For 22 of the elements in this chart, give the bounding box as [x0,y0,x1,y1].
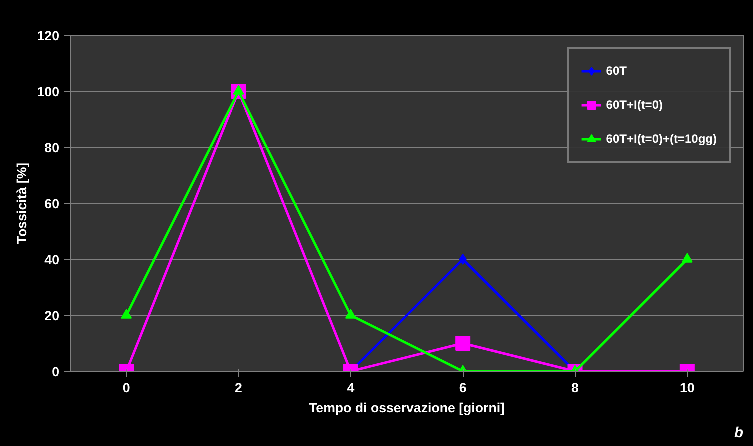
y-tick-label: 100 [37,84,60,100]
y-axis-title: Tossicità [%] [14,162,30,244]
y-tick-label: 40 [44,252,60,268]
x-tick-label: 2 [235,380,242,396]
legend-label: 60T [606,64,627,78]
x-tick-label: 0 [122,380,130,396]
legend-label: 60T+I(t=0)+(t=10gg) [606,132,717,146]
legend-label: 60T+I(t=0) [606,98,663,112]
point [682,253,693,263]
x-axis-title: Tempo di osservazione [giorni] [309,400,505,416]
y-tick-label: 120 [37,28,60,44]
x-tick-label: 6 [459,380,467,396]
y-tick-label: 20 [44,308,60,324]
y-tick-label: 0 [52,364,60,380]
y-tick-label: 80 [44,140,60,156]
point [345,309,356,319]
x-tick-label: 10 [680,380,695,396]
y-tick-label: 60 [44,196,60,212]
point [121,309,132,319]
x-tick-label: 4 [347,380,356,396]
text: b [734,426,744,442]
x-tick-label: 8 [572,380,579,396]
